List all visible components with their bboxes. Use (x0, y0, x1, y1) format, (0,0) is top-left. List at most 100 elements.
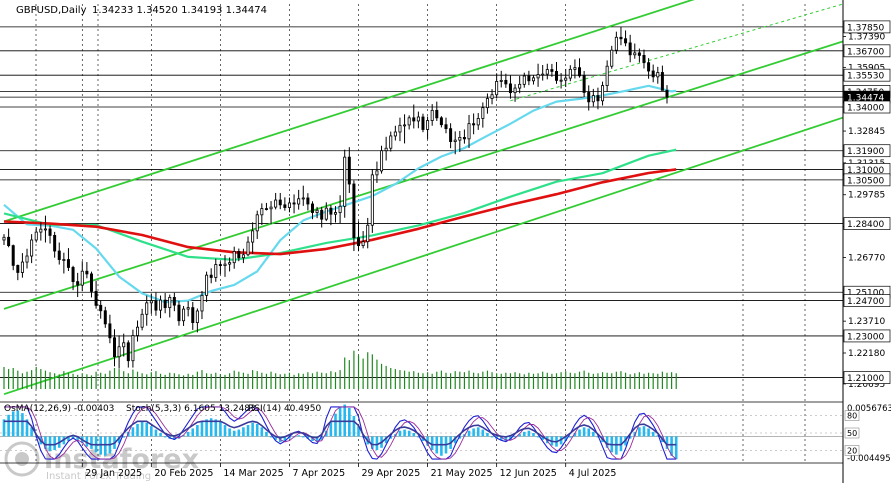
watermark-logo-dot (15, 452, 29, 466)
osma-bar-30 (140, 421, 144, 437)
time-tick-label-3: 7 Apr 2025 (292, 468, 345, 479)
candle-body-20 (94, 290, 98, 306)
candle-body-4 (20, 261, 24, 273)
candle-body-59 (274, 199, 278, 208)
candle-body-24 (113, 337, 117, 358)
candle-body-115 (531, 77, 535, 82)
candle-body-37 (172, 297, 176, 306)
candle-body-94 (435, 109, 439, 119)
osma-bar-139 (642, 426, 646, 437)
price-tick-label-0: 1.37390 (848, 32, 885, 42)
osma-bar-84 (389, 436, 393, 439)
osma-bar-1 (7, 414, 10, 437)
candle-body-141 (651, 70, 655, 78)
rsi-indicator-label: RSI(14) 40.4950 (248, 404, 321, 414)
stoch-level-label-50: 50 (847, 429, 857, 438)
candle-body-0 (2, 236, 6, 241)
candle-body-118 (545, 69, 549, 75)
candle-body-139 (642, 55, 646, 64)
osma-bar-44 (205, 419, 208, 437)
candle-body-54 (251, 230, 255, 243)
osma-bar-62 (288, 436, 291, 439)
stoch-level-label-80: 80 (847, 412, 857, 421)
time-tick-label-1: 20 Feb 2025 (154, 468, 213, 479)
candle-body-138 (637, 52, 641, 56)
candle-body-92 (426, 120, 430, 130)
osma-bar-140 (647, 428, 650, 437)
candle-body-16 (76, 281, 80, 286)
candle-body-51 (237, 251, 241, 259)
candle-body-14 (66, 259, 70, 268)
stoch-level-box-80 (844, 410, 860, 421)
moving-average-line-1 (3, 148, 677, 261)
candle-body-86 (398, 124, 402, 133)
candle-body-13 (62, 259, 66, 261)
osma-bar-129 (596, 436, 600, 438)
level-label-box-8 (843, 173, 891, 187)
candle-body-110 (508, 83, 512, 94)
candle-body-130 (601, 85, 605, 102)
candle-body-53 (246, 241, 250, 256)
candle-body-143 (660, 72, 664, 91)
candle-body-67 (310, 203, 314, 213)
price-tick-label-10: 1.22180 (848, 349, 885, 359)
candle-body-144 (665, 89, 669, 98)
candle-body-55 (255, 214, 259, 232)
candle-body-93 (430, 109, 434, 121)
moving-average-line-2 (3, 168, 677, 256)
level-label-2: 1.35530 (847, 72, 884, 82)
candle-body-119 (550, 69, 554, 72)
osma-bar-133 (615, 436, 618, 455)
osma-bar-56 (260, 427, 264, 437)
candle-body-22 (103, 310, 107, 325)
level-label-11: 1.24700 (847, 297, 884, 307)
candle-body-30 (140, 313, 144, 328)
candle-body-97 (449, 128, 453, 142)
candle-body-91 (421, 116, 425, 130)
osma-bar-105 (486, 433, 489, 437)
channel-line-0 (3, 0, 695, 223)
candle-body-8 (39, 228, 43, 233)
level-label-7: 1.31000 (847, 166, 884, 176)
candle-body-72 (333, 212, 337, 215)
osma-bar-45 (209, 418, 213, 437)
osma-bar-21 (99, 436, 102, 455)
osma-bar-141 (651, 431, 655, 437)
candle-body-15 (71, 267, 75, 283)
osma-bar-112 (518, 434, 521, 437)
level-label-box-5 (843, 100, 891, 114)
candle-body-42 (195, 310, 199, 324)
candle-body-103 (476, 118, 480, 126)
candle-body-114 (527, 75, 531, 82)
candle-body-87 (403, 124, 407, 127)
ohlc-label: 1.34233 1.34520 1.34193 1.34474 (92, 5, 267, 16)
osma-bar-54 (251, 422, 254, 437)
candle-body-75 (347, 156, 351, 185)
candle-body-41 (191, 307, 195, 324)
candle-body-100 (462, 136, 466, 140)
candle-body-61 (283, 204, 287, 208)
candle-body-49 (228, 262, 232, 265)
osma-bar-89 (412, 433, 416, 437)
candle-body-137 (633, 52, 637, 56)
candle-body-73 (338, 205, 342, 213)
candle-body-116 (536, 74, 540, 79)
candle-body-85 (393, 131, 397, 137)
candle-body-44 (205, 274, 209, 296)
osma-bar-59 (274, 436, 277, 440)
candle-body-117 (541, 73, 545, 76)
osma-bar-53 (246, 425, 250, 437)
candle-body-108 (499, 79, 503, 82)
candle-body-26 (122, 342, 126, 348)
osma-bar-115 (532, 433, 535, 437)
osma-bar-95 (440, 436, 443, 456)
stoch-level-box-50 (844, 427, 860, 439)
osma-bar-111 (513, 436, 517, 438)
candle-body-11 (53, 235, 57, 252)
level-label-6: 1.31900 (847, 147, 884, 157)
time-tick-label-0: 29 Jan 2025 (85, 468, 142, 479)
osma-bar-103 (476, 427, 480, 437)
